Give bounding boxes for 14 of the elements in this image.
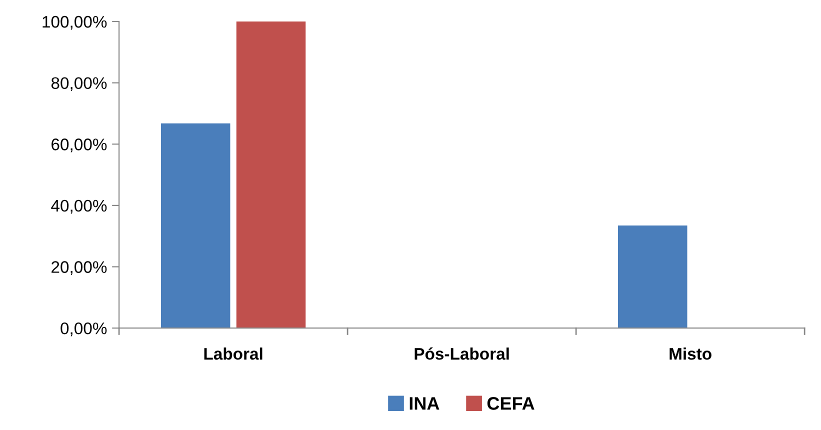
bar xyxy=(618,226,688,328)
x-tick-label: Laboral xyxy=(204,348,262,360)
y-tick-label: 20,00% xyxy=(52,261,107,275)
y-tick-label: 100,00% xyxy=(42,16,107,30)
y-tick-label: 60,00% xyxy=(52,138,107,152)
bar xyxy=(236,22,306,328)
y-tick-label: 80,00% xyxy=(51,77,107,91)
legend-label: CEFA xyxy=(487,397,534,410)
y-tick-label: 40,00% xyxy=(51,200,107,214)
x-tick-label: Pós-Laboral xyxy=(414,347,509,360)
bar xyxy=(160,123,230,328)
legend-label: INA xyxy=(410,397,440,410)
y-tick-label: 0,00% xyxy=(60,322,107,336)
x-tick-label: Misto xyxy=(670,348,712,360)
